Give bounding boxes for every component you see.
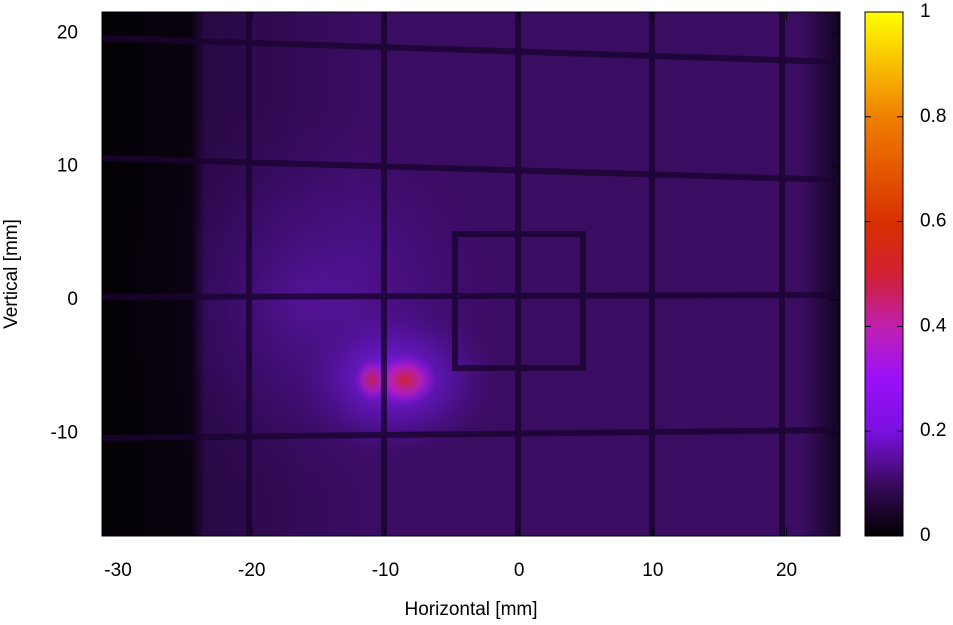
y-tick-label: -10 [51,422,78,443]
x-tick-label: -20 [238,560,265,581]
x-tick-label: 10 [642,560,663,581]
colorbar-tick-label: 0.8 [920,106,946,127]
y-tick-label: 10 [57,156,78,177]
x-tick-label: 20 [776,560,797,581]
colorbar-tick-label: 1 [920,1,931,22]
heatmap-image [102,12,840,536]
x-tick-label: -10 [372,560,399,581]
colorbar-tick-label: 0.6 [920,211,946,232]
y-axis-label: Vertical [mm] [1,219,22,329]
y-tick-label: 20 [57,22,78,43]
plot-frame [101,11,841,537]
colorbar-tick-label: 0.2 [920,420,946,441]
colorbar-tick-label: 0 [920,525,931,546]
colorbar-tick-label: 0.4 [920,315,947,336]
x-tick-label: 0 [514,560,525,581]
x-tick-label: -30 [104,560,131,581]
x-axis-label: Horizontal [mm] [404,599,537,620]
colorbar [864,11,904,537]
y-tick-label: 0 [67,289,78,310]
